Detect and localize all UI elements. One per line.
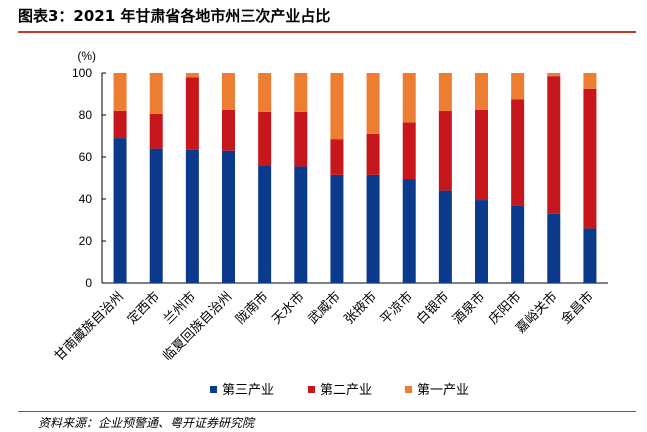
- x-tick-label: 武威市: [305, 289, 344, 328]
- bar-tertiary-segment: [511, 205, 525, 283]
- bar-tertiary-segment: [583, 228, 597, 283]
- x-tick-label: 张掖市: [341, 289, 380, 328]
- bar-tertiary-segment: [258, 165, 272, 283]
- x-tick-label: 陇南市: [233, 289, 272, 328]
- bar-primary-segment: [185, 73, 199, 78]
- x-tick-label: 白银市: [413, 289, 452, 328]
- legend-label: 第一产业: [417, 383, 469, 398]
- bar-primary-segment: [222, 73, 235, 110]
- chart-title: 图表3：2021 年甘肃省各地市州三次产业占比: [18, 7, 331, 25]
- x-tick-label: 酒泉市: [449, 289, 488, 328]
- bar-tertiary-segment: [475, 200, 488, 283]
- y-tick-label: 40: [79, 192, 93, 206]
- bar-tertiary-segment: [113, 138, 127, 283]
- bar-secondary-segment: [438, 110, 452, 191]
- legend-swatch: [210, 386, 217, 393]
- bar-tertiary-segment: [222, 150, 235, 283]
- title-rule: [18, 31, 636, 33]
- bar-secondary-segment: [149, 113, 163, 149]
- y-axis-label: (%): [77, 49, 96, 63]
- y-tick-label: 100: [72, 66, 92, 80]
- bar-primary-segment: [583, 73, 597, 89]
- bar-primary-segment: [294, 73, 308, 112]
- bar-secondary-segment: [113, 110, 127, 139]
- bar-secondary-segment: [402, 122, 416, 180]
- source-note: 资料来源：企业预警通、粤开证券研究院: [38, 416, 255, 430]
- bar-tertiary-segment: [149, 148, 163, 283]
- bar-primary-segment: [366, 73, 380, 134]
- bar-primary-segment: [258, 73, 272, 112]
- y-tick-label: 0: [85, 276, 92, 290]
- bar-tertiary-segment: [294, 166, 308, 283]
- y-tick-label: 20: [79, 234, 93, 248]
- bar-tertiary-segment: [185, 149, 199, 283]
- x-tick-label: 天水市: [269, 289, 308, 328]
- y-tick-label: 80: [79, 108, 93, 122]
- bar-secondary-segment: [511, 99, 525, 206]
- bar-tertiary-segment: [330, 174, 344, 283]
- source-rule: [18, 411, 636, 412]
- bar-primary-segment: [330, 73, 344, 140]
- bar-primary-segment: [511, 73, 525, 100]
- bar-secondary-segment: [294, 111, 308, 167]
- legend-swatch: [405, 386, 412, 393]
- y-tick-label: 60: [79, 150, 93, 164]
- bar-secondary-segment: [330, 139, 344, 175]
- bar-primary-segment: [547, 73, 561, 77]
- bar-tertiary-segment: [438, 190, 452, 283]
- legend-label: 第三产业: [222, 383, 274, 398]
- bar-secondary-segment: [185, 77, 199, 150]
- bar-tertiary-segment: [366, 174, 380, 283]
- bar-secondary-segment: [583, 88, 597, 229]
- x-tick-label: 平凉市: [377, 289, 416, 328]
- bar-tertiary-segment: [547, 213, 561, 283]
- bar-tertiary-segment: [402, 179, 416, 283]
- bar-secondary-segment: [547, 76, 561, 214]
- bar-secondary-segment: [258, 111, 272, 166]
- bar-primary-segment: [402, 73, 416, 123]
- legend-swatch: [308, 386, 315, 393]
- bar-primary-segment: [149, 73, 163, 114]
- x-tick-label: 甘南藏族自治州: [51, 289, 127, 365]
- bar-primary-segment: [438, 73, 452, 111]
- bar-primary-segment: [475, 73, 488, 110]
- bar-secondary-segment: [222, 109, 235, 151]
- bar-primary-segment: [113, 73, 127, 111]
- x-tick-label: 金昌市: [558, 289, 597, 328]
- x-tick-label: 定西市: [124, 289, 163, 328]
- bar-secondary-segment: [366, 133, 380, 175]
- bar-secondary-segment: [475, 109, 488, 201]
- legend-label: 第二产业: [320, 383, 372, 398]
